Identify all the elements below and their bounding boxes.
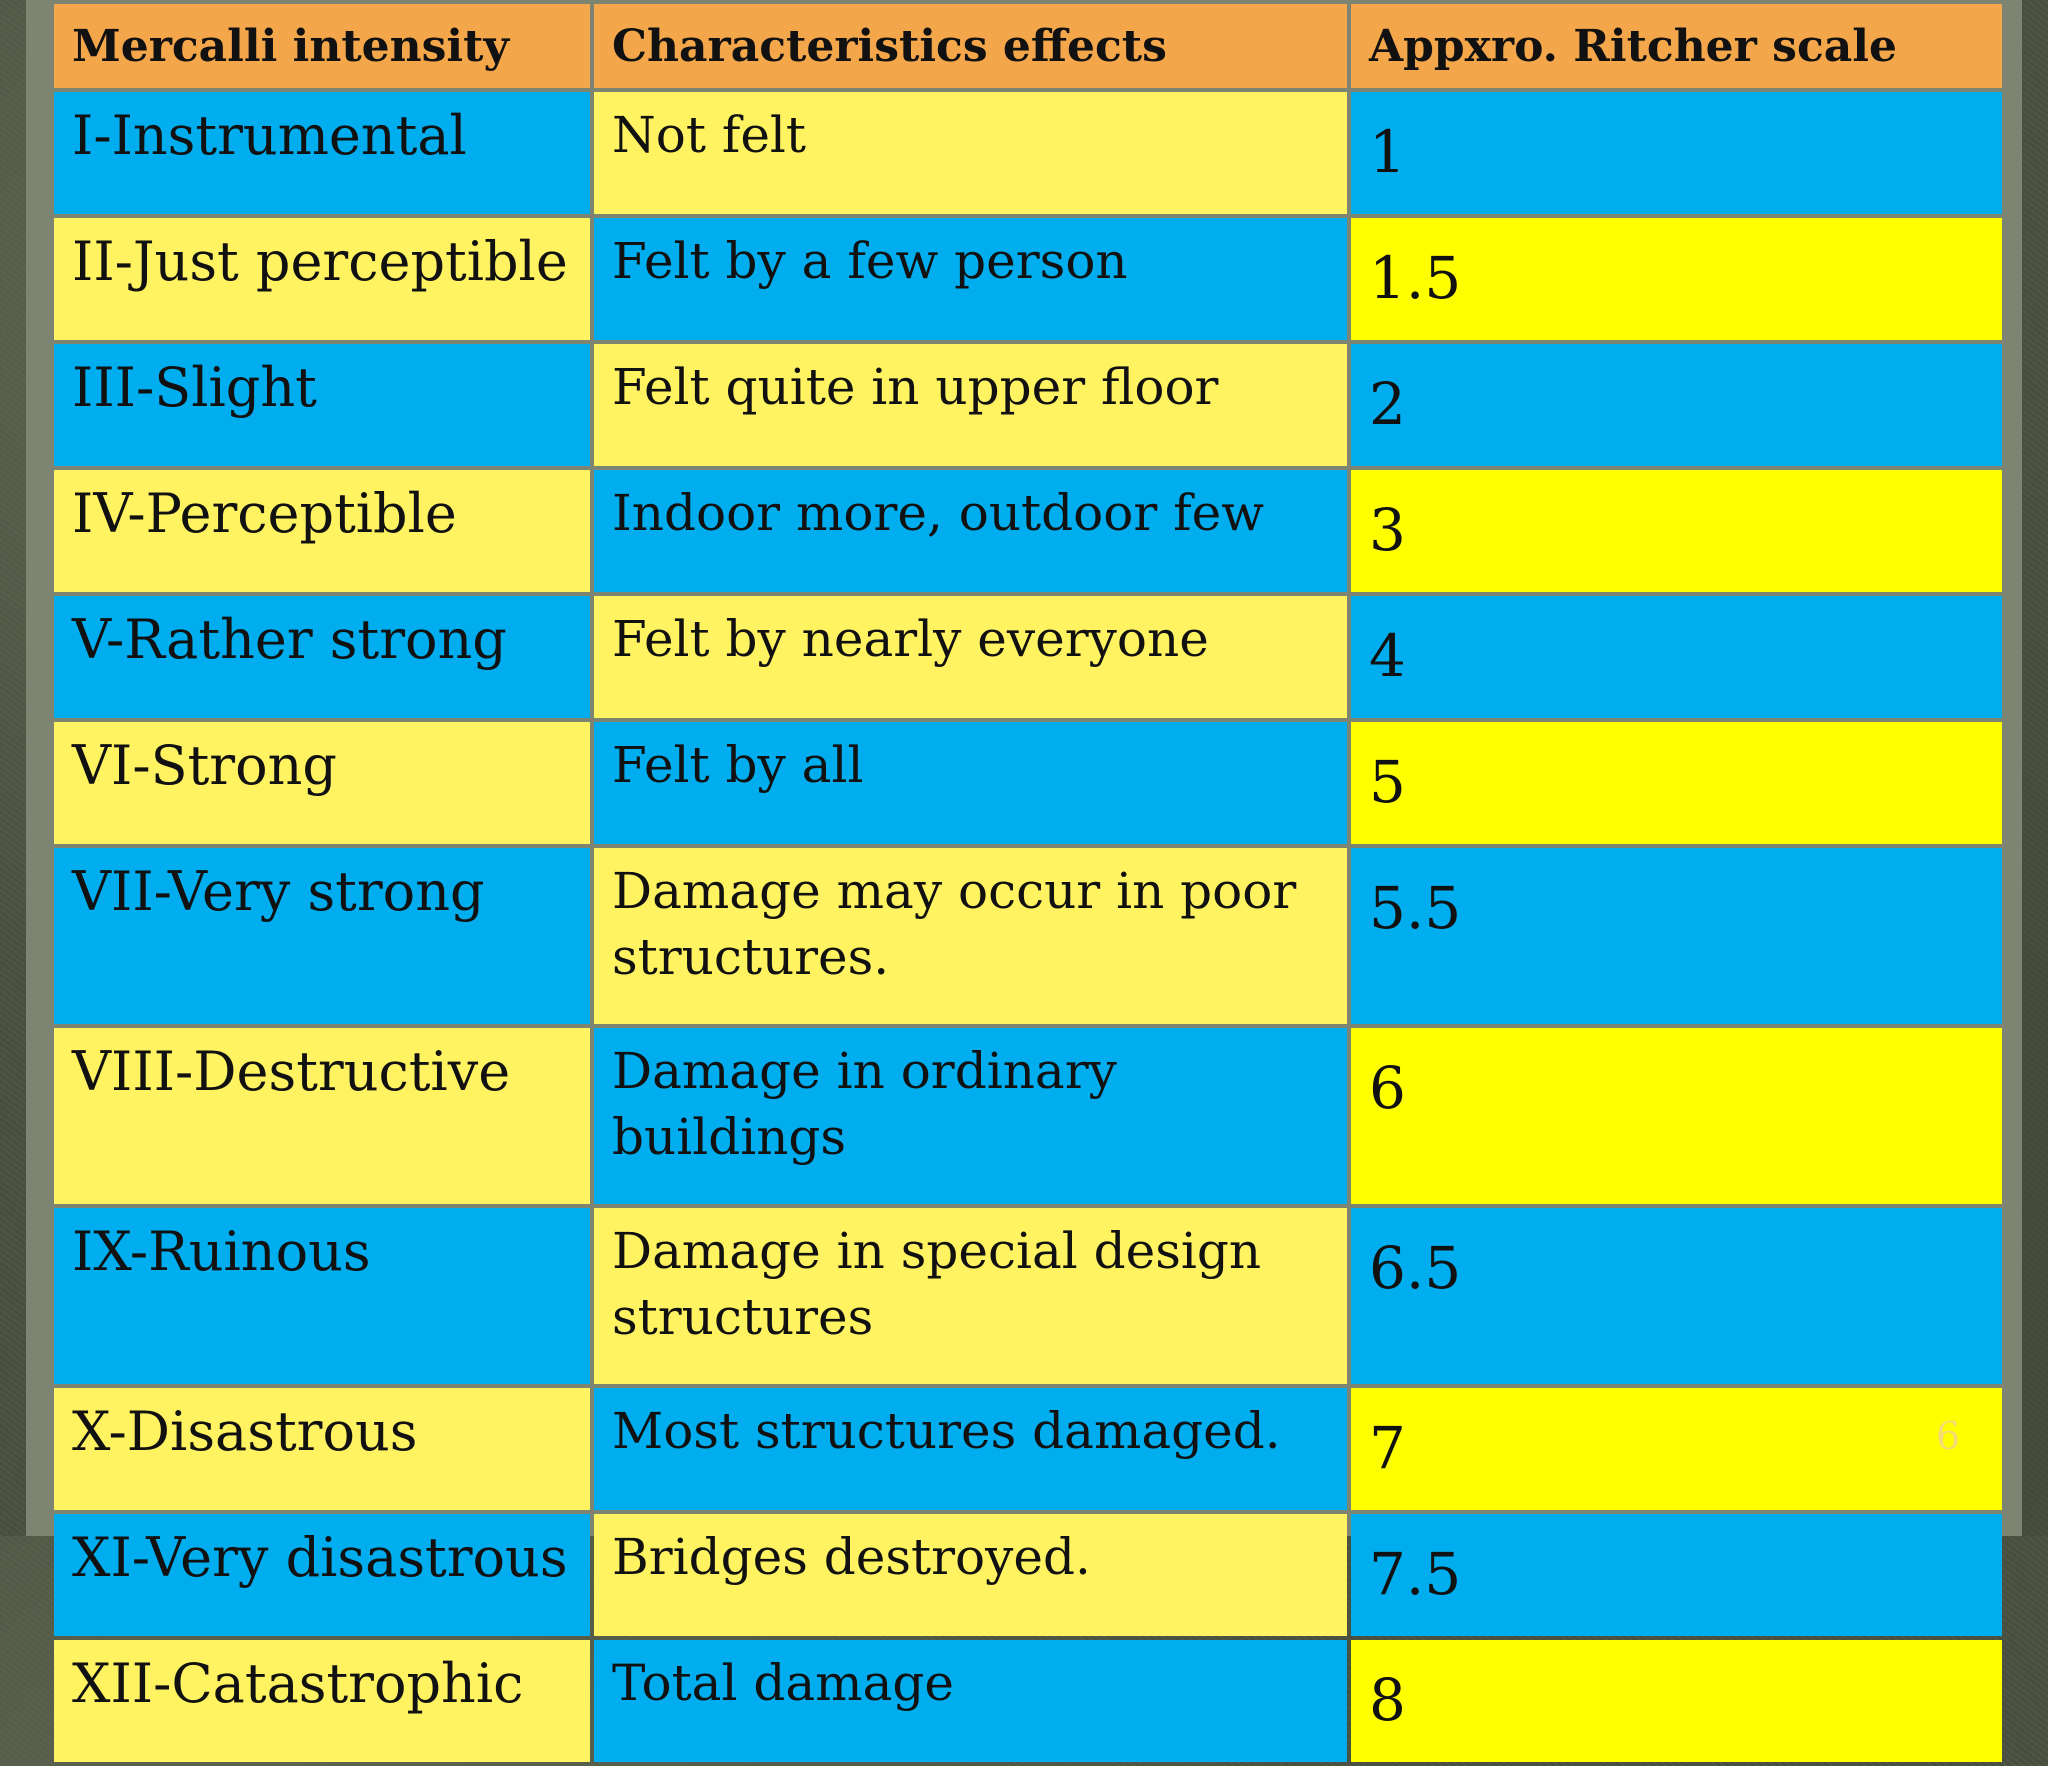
richter-cell: 3 xyxy=(1351,470,2002,592)
table-row: XI-Very disastrous Bridges destroyed. 7.… xyxy=(54,1514,2002,1636)
intensity-cell: X-Disastrous xyxy=(54,1388,590,1510)
effect-cell: Felt by all xyxy=(594,722,1347,844)
intensity-cell: XII-Catastrophic xyxy=(54,1640,590,1762)
intensity-cell: I-Instrumental xyxy=(54,92,590,214)
effect-cell: Felt by a few person xyxy=(594,218,1347,340)
richter-cell: 7.5 xyxy=(1351,1514,2002,1636)
richter-cell: 6.5 xyxy=(1351,1208,2002,1384)
effect-cell: Not felt xyxy=(594,92,1347,214)
table-row: IV-Perceptible Indoor more, outdoor few … xyxy=(54,470,2002,592)
table-row: VII-Very strong Damage may occur in poor… xyxy=(54,848,2002,1024)
header-mercalli-intensity: Mercalli intensity xyxy=(54,4,590,88)
table-header-row: Mercalli intensity Characteristics effec… xyxy=(54,4,2002,88)
intensity-cell: VII-Very strong xyxy=(54,848,590,1024)
effect-cell: Damage in special design structures xyxy=(594,1208,1347,1384)
richter-cell: 5 xyxy=(1351,722,2002,844)
richter-cell: 2 xyxy=(1351,344,2002,466)
intensity-cell: IX-Ruinous xyxy=(54,1208,590,1384)
effect-cell: Damage may occur in poor structures. xyxy=(594,848,1347,1024)
effect-cell: Total damage xyxy=(594,1640,1347,1762)
richter-cell: 4 xyxy=(1351,596,2002,718)
richter-cell: 7 xyxy=(1351,1388,2002,1510)
header-characteristics-effects: Characteristics effects xyxy=(594,4,1347,88)
intensity-cell: IV-Perceptible xyxy=(54,470,590,592)
effect-cell: Bridges destroyed. xyxy=(594,1514,1347,1636)
richter-cell: 8 xyxy=(1351,1640,2002,1762)
intensity-cell: II-Just perceptible xyxy=(54,218,590,340)
table-row: III-Slight Felt quite in upper floor 2 xyxy=(54,344,2002,466)
effect-cell: Felt by nearly everyone xyxy=(594,596,1347,718)
richter-cell: 1.5 xyxy=(1351,218,2002,340)
table-row: II-Just perceptible Felt by a few person… xyxy=(54,218,2002,340)
richter-cell: 5.5 xyxy=(1351,848,2002,1024)
table-row: I-Instrumental Not felt 1 xyxy=(54,92,2002,214)
table-row: VI-Strong Felt by all 5 xyxy=(54,722,2002,844)
table-row: V-Rather strong Felt by nearly everyone … xyxy=(54,596,2002,718)
richter-cell: 6 xyxy=(1351,1028,2002,1204)
effect-cell: Damage in ordinary buildings xyxy=(594,1028,1347,1204)
intensity-cell: III-Slight xyxy=(54,344,590,466)
header-richter-scale: Appxro. Ritcher scale xyxy=(1351,4,2002,88)
effect-cell: Felt quite in upper floor xyxy=(594,344,1347,466)
effect-cell: Indoor more, outdoor few xyxy=(594,470,1347,592)
intensity-cell: VI-Strong xyxy=(54,722,590,844)
mercalli-scale-table: Mercalli intensity Characteristics effec… xyxy=(50,0,2006,1766)
slide-number: 6 xyxy=(1936,1414,1961,1458)
table-row: IX-Ruinous Damage in special design stru… xyxy=(54,1208,2002,1384)
intensity-cell: VIII-Destructive xyxy=(54,1028,590,1204)
intensity-cell: V-Rather strong xyxy=(54,596,590,718)
table-row: XII-Catastrophic Total damage 8 xyxy=(54,1640,2002,1762)
richter-cell: 1 xyxy=(1351,92,2002,214)
table-row: VIII-Destructive Damage in ordinary buil… xyxy=(54,1028,2002,1204)
intensity-cell: XI-Very disastrous xyxy=(54,1514,590,1636)
effect-cell: Most structures damaged. xyxy=(594,1388,1347,1510)
table-row: X-Disastrous Most structures damaged. 7 xyxy=(54,1388,2002,1510)
